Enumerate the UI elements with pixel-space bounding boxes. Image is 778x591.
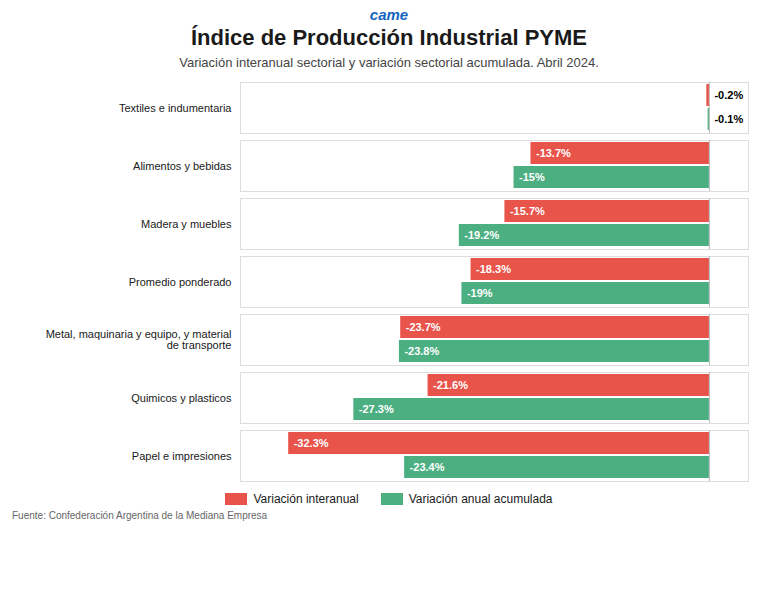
svg-text:-23.4%: -23.4%	[410, 461, 445, 473]
html-text:Fuente: Confederación Argentin: Fuente: Confederación Argentina de la Me…	[12, 510, 268, 521]
svg-text:Quimicos y plasticos: Quimicos y plasticos	[131, 392, 232, 404]
svg-text:-19.2%: -19.2%	[464, 229, 499, 241]
svg-text:-13.7%: -13.7%	[536, 147, 571, 159]
svg-text:-21.6%: -21.6%	[433, 379, 468, 391]
html-text:Índice de Producción Industria: Índice de Producción Industrial PYME	[191, 25, 587, 50]
html-text:came: came	[369, 6, 409, 23]
svg-text:-0.2%: -0.2%	[714, 89, 743, 101]
svg-text:-23.7%: -23.7%	[406, 321, 441, 333]
html-text:Variación anual acumulada: Variación anual acumulada	[408, 492, 553, 506]
svg-text:-18.3%: -18.3%	[476, 263, 511, 275]
svg-text:Textiles e indumentaria: Textiles e indumentaria	[119, 102, 232, 114]
svg-text:-0.1%: -0.1%	[714, 113, 743, 125]
svg-text:-15%: -15%	[519, 171, 545, 183]
svg-text:Metal, maquinaria y equipo, y: Metal, maquinaria y equipo, y materialde…	[46, 328, 232, 351]
svg-text:-32.3%: -32.3%	[294, 437, 329, 449]
svg-text:Madera y muebles: Madera y muebles	[141, 218, 232, 230]
html-text:Variación interanual: Variación interanual	[253, 492, 359, 506]
svg-text:Papel e impresiones: Papel e impresiones	[132, 450, 232, 462]
svg-text:-27.3%: -27.3%	[359, 403, 394, 415]
svg-text:Alimentos y bebidas: Alimentos y bebidas	[133, 160, 232, 172]
svg-text:-23.8%: -23.8%	[404, 345, 439, 357]
html-text:Variación interanual sectorial: Variación interanual sectorial y variaci…	[179, 55, 599, 70]
svg-text:-19%: -19%	[467, 287, 493, 299]
svg-text:Promedio ponderado: Promedio ponderado	[129, 276, 232, 288]
svg-text:-15.7%: -15.7%	[510, 205, 545, 217]
